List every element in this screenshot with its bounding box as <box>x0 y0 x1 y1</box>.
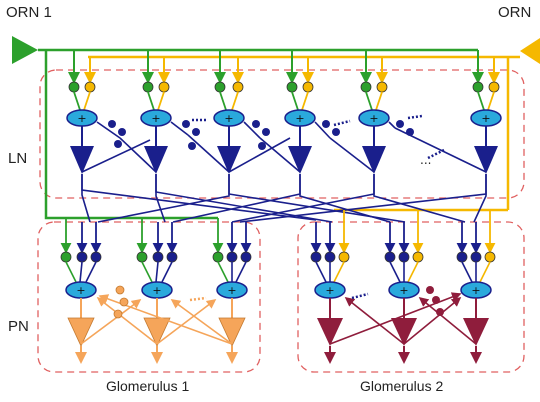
pn-plus-signs: + + + + + + <box>76 284 480 297</box>
plus-sign: + <box>369 112 378 125</box>
ln-neuron-icon <box>288 146 312 174</box>
ln-plus-nodes <box>66 109 502 127</box>
pn-neuron-icon <box>67 317 95 347</box>
plus-sign: + <box>295 112 304 125</box>
orn-2-label: ORN <box>498 4 532 21</box>
ln-ellipsis-dashes <box>192 114 445 160</box>
ln-neuron-icon <box>70 146 94 174</box>
pn-neuron-icon <box>218 317 246 347</box>
ln-ellipsis: ... <box>420 153 431 167</box>
orn-yellow-axon <box>88 55 520 212</box>
pn-neuron-icon <box>391 318 417 346</box>
plus-sign: + <box>152 284 161 297</box>
ln-green-branches <box>68 50 484 84</box>
pn-g2-outputs <box>324 346 482 364</box>
pn-g2-input-synapses <box>310 251 496 263</box>
ln-layer-box <box>39 69 525 199</box>
plus-sign: + <box>224 112 233 125</box>
glomerulus-2-label: Glomerulus 2 <box>360 378 444 394</box>
pn-neuron-icon <box>463 318 489 346</box>
ln-neuron-icon <box>362 146 386 174</box>
ln-layer-label: LN <box>8 150 28 167</box>
plus-sign: + <box>151 112 160 125</box>
ln-synapse-to-plus <box>73 91 495 111</box>
plus-sign: + <box>399 284 408 297</box>
pn-g2-plus-to-neuron <box>329 298 477 318</box>
pn-plus-nodes <box>65 281 492 299</box>
pn-g2-lateral-synapses <box>426 286 444 316</box>
pn-layer-label: PN <box>8 318 29 335</box>
ln-plus-to-neuron <box>81 126 487 146</box>
pn-g2-ellipsis-dashes <box>351 292 369 300</box>
ln-neuron-icon <box>474 146 498 174</box>
pn-g2-neurons <box>317 318 489 346</box>
pn-g1-neurons <box>67 317 246 347</box>
pn-g1-ellipsis-dashes <box>189 296 207 302</box>
ln-to-pn-projections <box>81 174 487 223</box>
pn-g1-outputs <box>75 346 238 364</box>
plus-sign: + <box>481 112 490 125</box>
ln-neuron-icon <box>217 146 241 174</box>
plus-sign: + <box>227 284 236 297</box>
plus-sign: + <box>76 284 85 297</box>
pn-g1-input-lines <box>60 218 252 254</box>
orn-1-input-icon <box>12 36 38 64</box>
ln-plus-signs: + + + + + + <box>77 112 490 125</box>
pn-neuron-icon <box>317 318 343 346</box>
pn-g2-input-lines <box>310 210 496 254</box>
pn-g1-plus-to-neuron <box>80 298 233 318</box>
ln-neurons <box>70 146 498 174</box>
ln-lateral-connections <box>81 121 487 173</box>
pn-g1-lateral-synapses <box>113 285 129 319</box>
pn-g1-input-synapses <box>60 251 252 263</box>
orn-1-label: ORN 1 <box>6 4 52 21</box>
plus-sign: + <box>325 284 334 297</box>
pn-synapse-to-plus <box>65 261 491 283</box>
plus-sign: + <box>471 284 480 297</box>
ln-yellow-branches <box>84 57 500 84</box>
ln-input-synapses <box>68 81 500 93</box>
pn-g1-lateral-connections <box>80 294 233 345</box>
orn-green-axon <box>38 48 478 220</box>
plus-sign: + <box>77 112 86 125</box>
ln-lateral-synapses <box>108 120 414 150</box>
glomerulus-1-label: Glomerulus 1 <box>106 378 190 394</box>
pn-neuron-icon <box>143 317 171 347</box>
ln-neuron-icon <box>144 146 168 174</box>
glomerulus-2-box <box>297 221 525 373</box>
orn-2-input-icon <box>520 38 540 64</box>
